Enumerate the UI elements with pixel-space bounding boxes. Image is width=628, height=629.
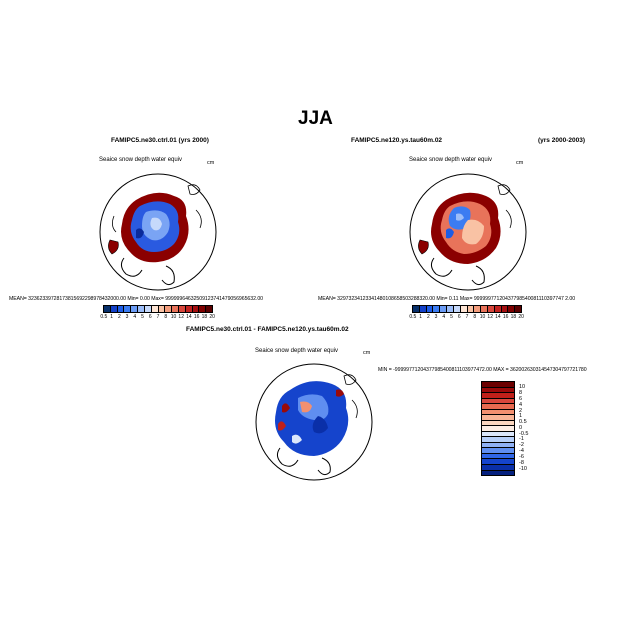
diff-tick: -0.5 — [519, 431, 529, 437]
diff-tick: -1 — [519, 436, 524, 442]
tick-label: 10 — [479, 314, 486, 320]
diff-tick: -2 — [519, 442, 524, 448]
diff-tick: -4 — [519, 448, 524, 454]
panel1-colorbar — [103, 305, 213, 313]
panel2-years-label: (yrs 2000-2003) — [538, 137, 585, 144]
diff-tick: 10 — [519, 384, 526, 390]
tick-label: 4 — [133, 314, 137, 320]
panel3-variable-label: Seaice snow depth water equiv — [255, 348, 339, 354]
panel3-case-label: FAMIPC5.ne30.ctrl.01 - FAMIPC5.ne120.ys.… — [186, 326, 349, 333]
tick-label: 2 — [426, 314, 430, 320]
tick-label: 8 — [164, 314, 168, 320]
panel2-colorbar-ticks: 0.5 1 2 3 4 5 6 7 8 10 12 14 16 18 20 — [409, 314, 525, 320]
diff-tick: 6 — [519, 396, 523, 402]
diff-tick: -6 — [519, 454, 524, 460]
panel1-polar-map — [99, 173, 217, 291]
tick-label: 10 — [170, 314, 177, 320]
tick-label: 20 — [209, 314, 215, 320]
tick-label: 20 — [518, 314, 524, 320]
tick-label: 12 — [178, 314, 184, 320]
tick-label: 12 — [487, 314, 493, 320]
tick-label: 1 — [110, 314, 113, 320]
tick-label: 2 — [117, 314, 121, 320]
tick-label: 7 — [156, 314, 160, 320]
panel3-units-label: cm — [363, 350, 371, 356]
panel1-colorbar-ticks: 0.5 1 2 3 4 5 6 7 8 10 12 14 16 18 20 — [100, 314, 216, 320]
diff-tick: -8 — [519, 460, 524, 466]
diff-tick: 2 — [519, 408, 523, 414]
diff-tick: 0 — [519, 425, 523, 431]
tick-label: 18 — [201, 314, 208, 320]
tick-label: 1 — [419, 314, 422, 320]
tick-label: 0.5 — [100, 314, 108, 320]
panel3-polar-map — [255, 363, 373, 481]
panel1-units-label: cm — [207, 160, 215, 166]
diff-tick: 8 — [519, 390, 523, 396]
tick-label: 3 — [434, 314, 438, 320]
panel2-colorbar — [412, 305, 522, 313]
tick-label: 8 — [473, 314, 477, 320]
tick-label: 5 — [141, 314, 144, 320]
tick-label: 14 — [186, 314, 192, 320]
tick-label: 7 — [465, 314, 469, 320]
tick-label: 6 — [457, 314, 461, 320]
tick-label: 3 — [125, 314, 129, 320]
panel3-minmax: MIN = -99999771204377985400811103977472.… — [378, 367, 587, 373]
panel1-stats: MEAN= 32362339728173815692298978432000.0… — [9, 296, 264, 302]
diff-tick: -10 — [519, 466, 527, 472]
tick-label: 5 — [450, 314, 453, 320]
tick-label: 4 — [442, 314, 446, 320]
panel1-variable-label: Seaice snow depth water equiv — [99, 157, 183, 163]
tick-label: 16 — [193, 314, 200, 320]
panel2-variable-label: Seaice snow depth water equiv — [409, 157, 493, 163]
diff-tick: 0.5 — [519, 419, 527, 425]
tick-label: 6 — [148, 314, 152, 320]
panel2-polar-map — [409, 173, 527, 291]
tick-label: 14 — [495, 314, 501, 320]
diff-tick: 4 — [519, 402, 523, 408]
diff-tick: 1 — [519, 413, 523, 419]
figure-title: JJA — [298, 108, 333, 129]
panel2-case-label: FAMIPC5.ne120.ys.tau60m.02 — [351, 137, 443, 144]
tick-label: 0.5 — [409, 314, 417, 320]
tick-label: 18 — [510, 314, 517, 320]
panel2-units-label: cm — [516, 160, 524, 166]
panel1-case-label: FAMIPC5.ne30.ctrl.01 (yrs 2000) — [111, 137, 209, 144]
panel2-stats: MEAN= 32973234123341480108658503288320.0… — [318, 296, 576, 302]
panel3-colorbar — [481, 381, 515, 476]
tick-label: 16 — [502, 314, 509, 320]
